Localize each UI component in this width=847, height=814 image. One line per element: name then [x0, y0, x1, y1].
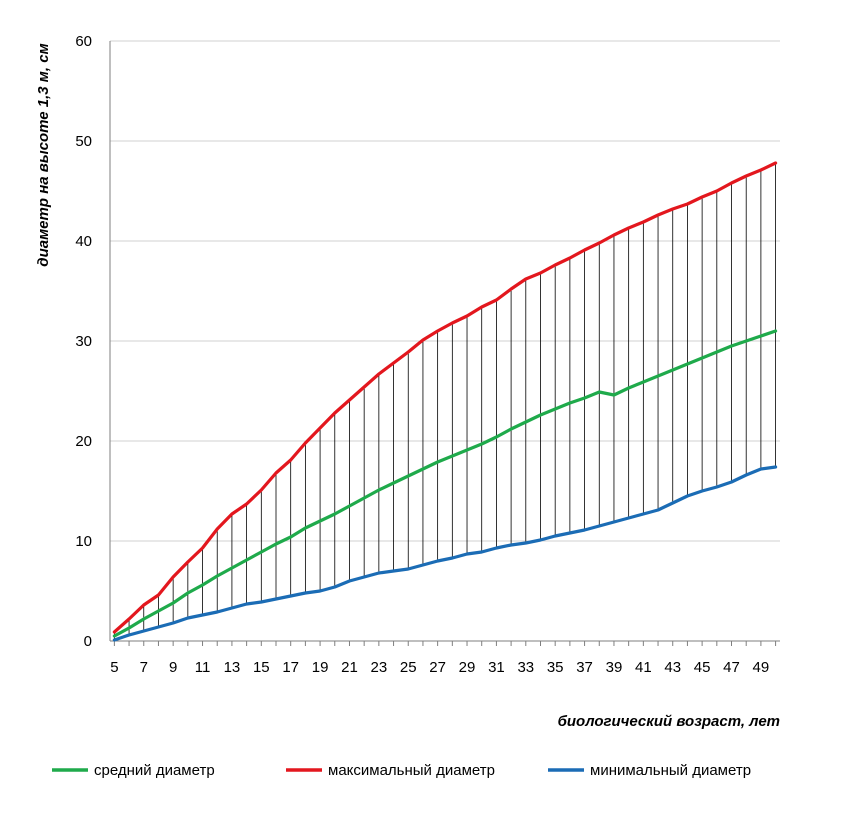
gridlines: [110, 40, 780, 542]
y-tick-label: 40: [75, 233, 92, 250]
legend-label-min: минимальный диаметр: [590, 762, 751, 779]
y-tick-labels: 0 10 20 30 40 50 60: [75, 33, 92, 650]
y-tick-label: 10: [75, 533, 92, 550]
x-tick-label: 11: [195, 659, 211, 676]
x-tick-label: 41: [635, 659, 652, 676]
x-tick-label: 19: [312, 659, 329, 676]
x-tick-labels: 5 7 9 11 13 15 17 19 21 23 25 27 29 31 33 35 37 39 41 43 45 4…: [110, 659, 769, 676]
y-axis-label: диаметр на высоте 1,3 м, см: [35, 43, 52, 266]
x-tick-label: 27: [429, 659, 446, 676]
series-lines: [112, 161, 778, 642]
y-tick-label: 50: [75, 133, 92, 150]
x-tick-label: 43: [664, 659, 681, 676]
x-tick-label: 47: [723, 659, 740, 676]
axes: [109, 41, 780, 646]
x-tick-label: 35: [547, 659, 564, 676]
y-tick-label: 30: [75, 333, 92, 350]
x-tick-label: 29: [459, 659, 476, 676]
x-tick-label: 33: [517, 659, 534, 676]
x-tick-label: 45: [694, 659, 711, 676]
x-tick-label: 17: [282, 659, 299, 676]
legend: средний диаметр максимальный диаметр миним…: [52, 762, 751, 779]
x-tick-label: 5: [110, 659, 118, 676]
series-line-max: [112, 161, 778, 634]
x-tick-label: 9: [169, 659, 177, 676]
y-tick-label: 60: [75, 33, 92, 50]
series-line-mean: [112, 329, 778, 638]
x-tick-label: 49: [753, 659, 770, 676]
x-tick-label: 15: [253, 659, 270, 676]
legend-label-mean: средний диаметр: [94, 762, 215, 779]
x-tick-label: 23: [371, 659, 388, 676]
x-tick-label: 7: [140, 659, 148, 676]
x-axis-label: биологический возраст, лет: [558, 713, 780, 730]
x-tick-label: 13: [224, 659, 241, 676]
x-tick-label: 31: [488, 659, 505, 676]
series-line-min: [112, 465, 778, 642]
x-tick-label: 25: [400, 659, 417, 676]
legend-label-max: максимальный диаметр: [328, 762, 495, 779]
x-tick-label: 21: [341, 659, 358, 676]
y-tick-label: 20: [75, 433, 92, 450]
y-tick-label: 0: [84, 633, 92, 650]
x-tick-label: 37: [576, 659, 593, 676]
drop-lines: [113, 163, 776, 640]
x-tick-label: 39: [606, 659, 623, 676]
